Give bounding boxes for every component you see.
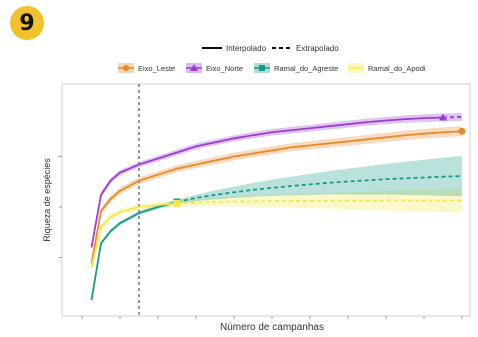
series-lines <box>90 116 463 301</box>
line-interpolated-ramal_do_apodi <box>90 202 178 268</box>
observed-point-eixo_norte <box>439 113 447 121</box>
legend-extrapolado-label: Extrapolado <box>296 44 339 53</box>
line-interpolated-eixo_leste <box>90 130 463 264</box>
series-legend: Eixo_Leste Eixo_Norte Ramal_do_Agreste Rama… <box>118 63 426 73</box>
legend-marker-eixo_leste <box>123 65 129 71</box>
confidence-bands <box>91 112 462 302</box>
legend-label-ramal_do_agreste: Ramal_do_Agreste <box>274 64 338 73</box>
line-interpolated-ramal_do_agreste <box>90 201 178 301</box>
legend-label-eixo_leste: Eixo_Leste <box>138 64 175 73</box>
legend-label-ramal_do_apodi: Ramal_do_Apodi <box>368 64 426 73</box>
y-axis-label: Riqueza de espécies <box>42 158 52 242</box>
legend-marker-eixo_norte <box>190 64 198 71</box>
figure-number-badge: 9 <box>10 6 44 40</box>
figure-number: 9 <box>19 10 35 36</box>
axis-ticks <box>59 156 463 319</box>
observed-point-eixo_leste <box>458 127 466 135</box>
band-ramal_do_apodi <box>91 188 462 271</box>
method-legend: Interpolado Extrapolado <box>202 44 339 53</box>
line-interpolated-eixo_norte <box>90 116 444 248</box>
line-extrapolated-ramal_do_apodi <box>176 199 462 205</box>
legend-interpolado-label: Interpolado <box>226 44 267 53</box>
band-ramal_do_agreste <box>91 155 462 302</box>
line-extrapolated-eixo_norte <box>442 116 463 119</box>
observed-point-ramal_do_apodi <box>173 199 181 207</box>
legend-marker-ramal_do_agreste <box>259 65 265 71</box>
x-axis-label: Número de campanhas <box>220 322 324 333</box>
observed-markers <box>173 113 466 207</box>
legend-label-eixo_norte: Eixo_Norte <box>206 64 243 73</box>
line-extrapolated-ramal_do_agreste <box>176 175 463 203</box>
